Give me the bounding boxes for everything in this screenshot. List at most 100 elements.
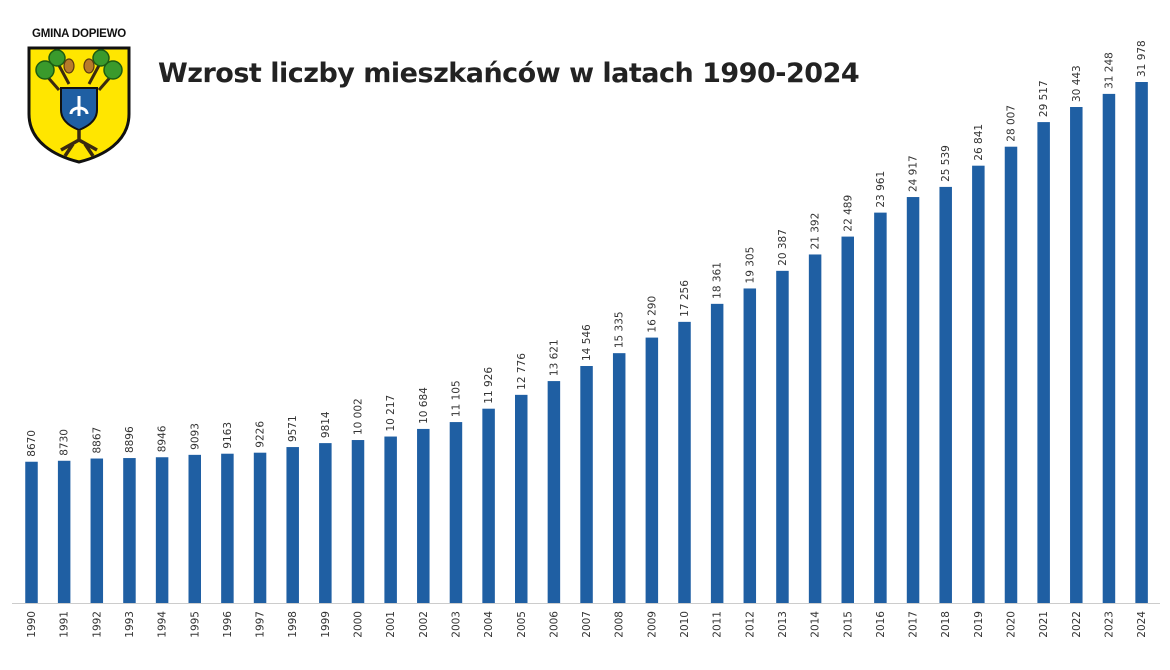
value-label-1998: 9571 (287, 415, 299, 442)
x-tick-label-1999: 1999 (320, 611, 332, 638)
value-label-2005: 12 776 (516, 353, 528, 390)
x-tick-label-2010: 2010 (679, 611, 691, 638)
x-tick-label-1991: 1991 (59, 611, 71, 638)
bar-2005 (515, 394, 528, 603)
bar-2002 (417, 428, 430, 603)
value-label-2012: 19 305 (744, 247, 756, 284)
x-tick-label-2017: 2017 (908, 611, 920, 638)
x-tick-label-1997: 1997 (255, 611, 267, 638)
value-label-2023: 31 248 (1103, 52, 1115, 89)
bar-2004 (482, 408, 495, 603)
value-label-2000: 10 002 (353, 398, 365, 435)
bar-2018 (939, 186, 952, 603)
bar-1992 (90, 458, 104, 603)
bar-2001 (384, 436, 397, 603)
value-label-2013: 20 387 (777, 229, 789, 266)
value-label-2003: 11 105 (450, 380, 462, 417)
value-label-2021: 29 517 (1038, 80, 1050, 117)
bar-2024 (1135, 82, 1148, 603)
bar-2009 (645, 337, 659, 603)
x-tick-label-2004: 2004 (483, 611, 495, 638)
logo-text: GMINA DOPIEWO (31, 28, 127, 40)
x-tick-label-2013: 2013 (777, 611, 789, 638)
value-label-2015: 22 489 (842, 195, 854, 232)
value-label-2006: 13 621 (548, 339, 560, 376)
x-tick-label-1996: 1996 (222, 611, 234, 638)
bar-1991 (57, 460, 71, 603)
value-label-1995: 9093 (189, 423, 201, 450)
bar-2008 (612, 353, 626, 603)
x-tick-label-1993: 1993 (124, 611, 136, 638)
bar-1996 (221, 453, 234, 603)
value-label-1994: 8946 (157, 425, 169, 452)
bar-2021 (1037, 122, 1050, 603)
x-tick-label-2024: 2024 (1136, 611, 1148, 638)
x-tick-label-2009: 2009 (646, 611, 658, 638)
x-tick-label-2012: 2012 (744, 611, 756, 638)
bar-2014 (808, 254, 822, 603)
bar-1998 (286, 447, 299, 603)
value-label-2014: 21 392 (810, 213, 822, 250)
value-label-2020: 28 007 (1006, 105, 1018, 142)
value-label-1997: 9226 (255, 421, 267, 448)
x-tick-label-2008: 2008 (614, 611, 626, 638)
bar-2006 (547, 381, 561, 603)
x-tick-label-2016: 2016 (875, 611, 887, 638)
x-tick-label-2007: 2007 (581, 611, 593, 638)
bar-2010 (678, 321, 691, 603)
value-label-2010: 17 256 (679, 280, 691, 317)
bar-2017 (906, 197, 920, 604)
x-tick-label-2018: 2018 (940, 611, 952, 638)
x-tick-label-2023: 2023 (1103, 611, 1115, 638)
value-label-2002: 10 684 (418, 387, 430, 424)
bar-2003 (449, 422, 463, 603)
x-tick-label-2003: 2003 (450, 611, 462, 638)
value-label-2001: 10 217 (385, 395, 397, 432)
chart-title: Wzrost liczby mieszkańców w latach 1990-… (158, 58, 860, 89)
value-label-1999: 9814 (320, 411, 332, 438)
x-tick-label-2000: 2000 (353, 611, 365, 638)
x-tick-label-2022: 2022 (1071, 611, 1083, 638)
x-tick-label-2011: 2011 (712, 611, 724, 638)
x-tick-label-2021: 2021 (1038, 611, 1050, 638)
bar-2020 (1004, 146, 1018, 603)
value-label-2008: 15 335 (614, 311, 626, 348)
value-label-1993: 8896 (124, 426, 136, 453)
value-label-2024: 31 978 (1136, 40, 1148, 77)
value-label-2004: 11 926 (483, 367, 495, 404)
bar-2022 (1070, 107, 1083, 603)
bar-2023 (1102, 93, 1116, 603)
bar-2019 (972, 165, 985, 603)
value-label-2019: 26 841 (973, 124, 985, 161)
value-label-2017: 24 917 (908, 155, 920, 192)
bar-1999 (319, 443, 332, 603)
x-tick-label-2014: 2014 (810, 611, 822, 638)
x-tick-label-2015: 2015 (842, 611, 854, 638)
bar-2000 (351, 440, 365, 603)
bar-2015 (841, 236, 854, 603)
bar-2016 (874, 212, 887, 603)
x-tick-label-2019: 2019 (973, 611, 985, 638)
bar-1990 (25, 461, 38, 603)
value-label-2022: 30 443 (1071, 65, 1083, 102)
x-tick-label-2002: 2002 (418, 611, 430, 638)
coat-of-arms-icon (27, 46, 131, 164)
value-labels-group: 8670 8730 8867 8896 8946 9093 9163 9226 9571 9814… (26, 40, 1148, 456)
x-tick-label-1992: 1992 (91, 611, 103, 638)
x-tick-label-2005: 2005 (516, 611, 528, 638)
x-tick-label-2006: 2006 (548, 611, 560, 638)
bar-2012 (743, 288, 757, 603)
bar-2013 (776, 270, 789, 603)
value-label-2009: 16 290 (646, 296, 658, 333)
x-tick-label-2020: 2020 (1006, 611, 1018, 638)
value-label-2018: 25 539 (940, 145, 952, 182)
bar-1995 (188, 454, 201, 603)
x-tick-label-1995: 1995 (189, 611, 201, 638)
bar-1997 (253, 452, 267, 603)
x-tick-label-1994: 1994 (157, 611, 169, 638)
bar-2007 (580, 366, 593, 603)
x-tick-label-1990: 1990 (26, 611, 38, 638)
value-label-1990: 8670 (26, 430, 38, 457)
x-tick-label-2001: 2001 (385, 611, 397, 638)
